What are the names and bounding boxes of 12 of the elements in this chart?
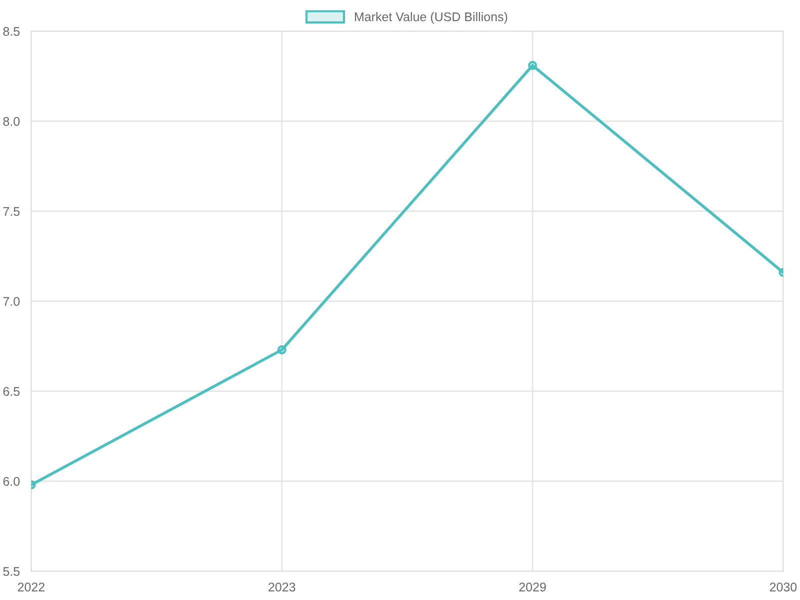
x-tick-label: 2030	[770, 582, 797, 592]
y-tick-label: 8.5	[3, 27, 20, 36]
y-tick-label: 8.0	[3, 117, 20, 126]
y-tick-label: 6.0	[3, 477, 20, 486]
y-tick-label: 7.5	[3, 207, 20, 216]
y-tick-label: 6.5	[3, 387, 20, 396]
y-tick-label: 5.5	[3, 567, 20, 576]
y-tick-label: 7.0	[3, 297, 20, 306]
x-tick-label: 2029	[519, 582, 546, 592]
legend-label: Market Value (USD Billions)	[354, 12, 508, 24]
x-tick-label: 2022	[18, 582, 44, 592]
x-tick-label: 2023	[268, 582, 296, 592]
